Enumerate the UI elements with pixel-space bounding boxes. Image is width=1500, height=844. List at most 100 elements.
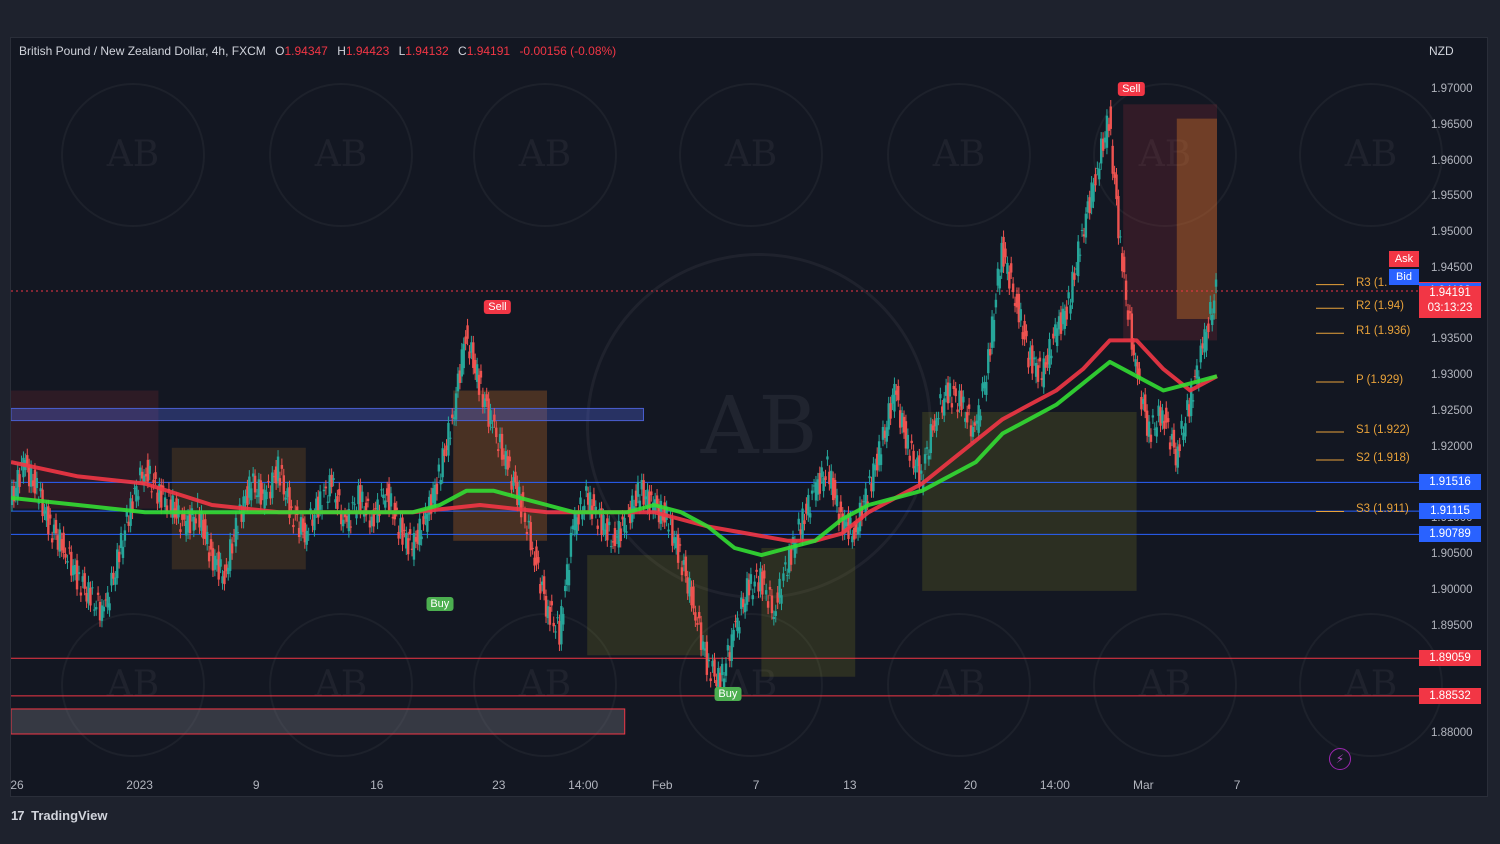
candle-body bbox=[696, 623, 699, 625]
candle-body bbox=[596, 525, 599, 529]
candle-body bbox=[1055, 328, 1059, 347]
candle-body bbox=[11, 486, 14, 506]
candle-body bbox=[156, 492, 159, 504]
candle-body bbox=[943, 398, 946, 416]
candle-body bbox=[355, 512, 358, 519]
candle-body bbox=[62, 532, 65, 553]
price-tick-label: 1.93500 bbox=[1431, 333, 1473, 346]
candle-body bbox=[625, 531, 628, 533]
candle-body bbox=[343, 514, 347, 518]
candle-body bbox=[257, 479, 261, 498]
candle-body bbox=[713, 659, 716, 677]
candle-body bbox=[215, 559, 218, 566]
candle-body bbox=[588, 492, 592, 514]
candle-body bbox=[944, 385, 948, 396]
candle-body bbox=[248, 476, 251, 498]
pivot-label: S1 (1.922) bbox=[1356, 424, 1410, 437]
candle-body bbox=[831, 477, 835, 501]
candle-body bbox=[673, 537, 676, 544]
candle-body bbox=[1178, 444, 1181, 452]
candle-body bbox=[238, 504, 241, 508]
candle-body bbox=[1209, 302, 1212, 314]
candle-body bbox=[638, 500, 642, 508]
candle-body bbox=[502, 454, 506, 460]
candle-body bbox=[581, 512, 584, 520]
candle-body bbox=[730, 634, 733, 661]
candle-body bbox=[385, 488, 389, 496]
candle-body bbox=[311, 519, 314, 526]
candle-body bbox=[429, 494, 433, 514]
candle-body bbox=[1193, 376, 1197, 378]
candle-body bbox=[975, 420, 978, 424]
candle-body bbox=[617, 520, 620, 548]
candle-body bbox=[1144, 394, 1147, 412]
candle-body bbox=[1019, 309, 1022, 321]
change-value: -0.00156 (-0.08%) bbox=[519, 44, 617, 58]
price-chart[interactable] bbox=[11, 38, 1487, 796]
candle-body bbox=[474, 360, 477, 374]
candle-body bbox=[1031, 345, 1034, 374]
candle-body bbox=[305, 530, 308, 545]
candle-body bbox=[154, 472, 157, 480]
tradingview-brand[interactable]: 17 TradingView bbox=[11, 808, 107, 823]
candle-body bbox=[1023, 320, 1026, 340]
time-tick-label: 16 bbox=[370, 778, 384, 792]
lightning-icon[interactable]: ⚡ bbox=[1329, 748, 1351, 770]
time-tick-label: 26 bbox=[10, 778, 24, 792]
candle-body bbox=[1013, 303, 1017, 306]
candle-body bbox=[537, 557, 540, 563]
candle-body bbox=[1151, 415, 1155, 418]
candle-body bbox=[1004, 248, 1007, 258]
candle-body bbox=[100, 605, 104, 621]
candle-body bbox=[225, 564, 228, 572]
candle-body bbox=[142, 475, 146, 486]
candle-body bbox=[715, 679, 718, 687]
candle-body bbox=[988, 349, 992, 356]
candle-body bbox=[745, 578, 749, 605]
candle-body bbox=[1155, 427, 1158, 437]
candle-body bbox=[431, 488, 435, 503]
candle-body bbox=[1042, 358, 1045, 388]
candle-body bbox=[724, 663, 728, 676]
candle-body bbox=[812, 485, 816, 487]
candle-body bbox=[868, 476, 871, 479]
candle-body bbox=[786, 575, 789, 577]
symbol-legend[interactable]: British Pound / New Zealand Dollar, 4h, … bbox=[19, 44, 616, 58]
candle-body bbox=[964, 418, 967, 422]
candle-body bbox=[680, 567, 684, 576]
candle-body bbox=[523, 513, 527, 522]
candle-body bbox=[711, 660, 714, 667]
candle-body bbox=[1105, 115, 1109, 148]
candle-body bbox=[219, 559, 222, 567]
candle-body bbox=[535, 546, 538, 565]
candle-body bbox=[764, 590, 768, 595]
candle-body bbox=[671, 518, 674, 546]
candle-body bbox=[441, 448, 444, 478]
candle-body bbox=[546, 606, 550, 619]
candle-body bbox=[94, 607, 98, 610]
candle-body bbox=[273, 476, 276, 478]
candle-body bbox=[324, 486, 328, 489]
candle-body bbox=[877, 441, 881, 466]
candle-body bbox=[860, 505, 864, 520]
candle-body bbox=[112, 572, 115, 579]
candle-body bbox=[874, 465, 877, 471]
candle-body bbox=[992, 319, 996, 342]
candle-body bbox=[1080, 230, 1084, 232]
candle-body bbox=[345, 516, 349, 522]
candle-body bbox=[198, 513, 201, 528]
candle-body bbox=[755, 569, 758, 572]
candle-body bbox=[366, 498, 370, 501]
price-tick-label: 1.93000 bbox=[1431, 369, 1473, 382]
candle-body bbox=[481, 394, 485, 408]
candle-body bbox=[207, 552, 211, 562]
moving-average-line bbox=[11, 359, 1218, 558]
chart-panel[interactable]: AB AB AB AB AB AB AB AB AB AB AB AB AB A… bbox=[10, 37, 1488, 797]
candle-body bbox=[493, 414, 496, 422]
candle-body bbox=[753, 581, 756, 587]
candle-body bbox=[931, 425, 934, 431]
candle-body bbox=[234, 517, 238, 547]
candle-body bbox=[119, 533, 123, 549]
candle-body bbox=[787, 550, 791, 573]
candle-body bbox=[799, 529, 802, 535]
